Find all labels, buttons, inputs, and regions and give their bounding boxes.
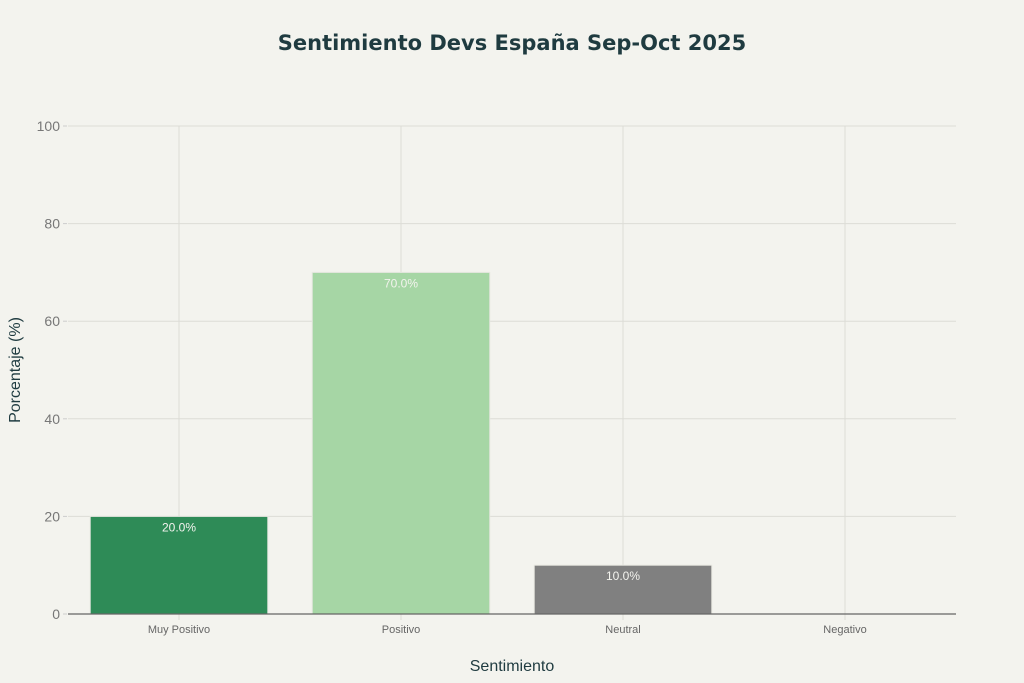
y-tick-label: 60 bbox=[44, 313, 60, 329]
y-axis-label: Porcentaje (%) bbox=[7, 317, 24, 423]
data-label: 70.0% bbox=[384, 276, 418, 290]
y-axis-ticks: 0 20 40 60 80 100 bbox=[37, 118, 67, 622]
y-tick-label: 20 bbox=[44, 508, 60, 524]
x-tick-label: Neutral bbox=[605, 624, 640, 636]
bar-positivo bbox=[311, 271, 491, 615]
gridlines bbox=[68, 125, 956, 620]
bar-muy-positivo bbox=[89, 515, 269, 615]
x-tick-label: Negativo bbox=[823, 624, 866, 636]
bars: 20.0% 70.0% 10.0% bbox=[89, 271, 713, 615]
x-axis-ticks: Muy Positivo Positivo Neutral Negativo bbox=[148, 624, 867, 636]
y-tick-label: 0 bbox=[52, 606, 60, 622]
y-tick-label: 100 bbox=[37, 118, 61, 134]
x-tick-label: Muy Positivo bbox=[148, 624, 210, 636]
y-tick-label: 40 bbox=[44, 411, 60, 427]
data-label: 10.0% bbox=[606, 569, 640, 583]
data-label: 20.0% bbox=[162, 520, 196, 534]
chart-title: Sentimiento Devs España Sep-Oct 2025 bbox=[278, 31, 746, 55]
x-tick-label: Positivo bbox=[382, 624, 421, 636]
x-axis-label: Sentimiento bbox=[470, 658, 555, 675]
y-tick-label: 80 bbox=[44, 216, 60, 232]
